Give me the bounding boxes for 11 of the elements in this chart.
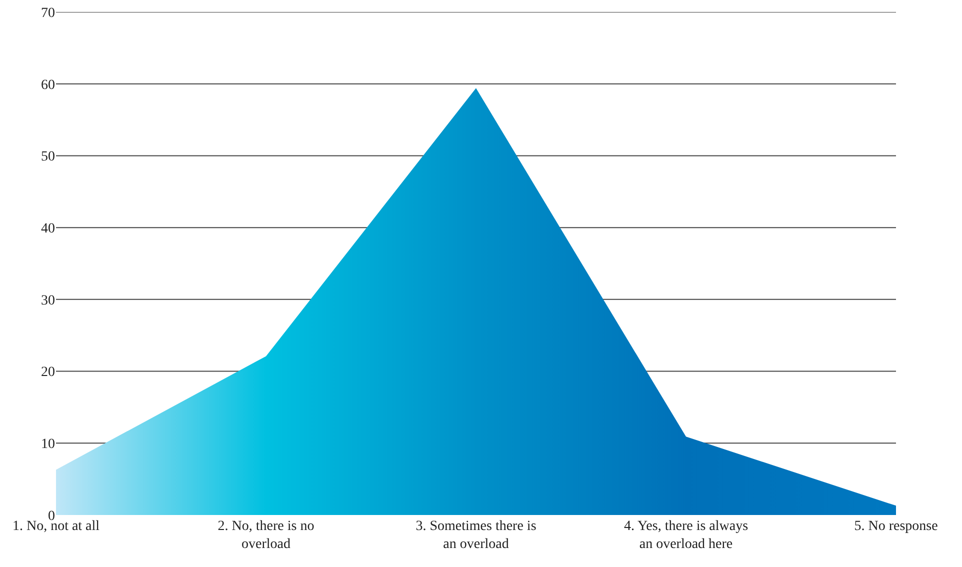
y-tick-label: 10 <box>41 437 55 452</box>
x-tick-label: 5. No response <box>854 519 938 534</box>
y-tick-label: 50 <box>41 150 55 165</box>
x-tick-label: 4. Yes, there is always an overload here <box>624 519 748 552</box>
y-tick-label: 30 <box>41 293 55 308</box>
y-tick-label: 70 <box>41 6 55 21</box>
y-tick-label: 20 <box>41 365 55 380</box>
y-tick-label: 60 <box>41 78 55 93</box>
x-tick-label: 3. Sometimes there is an overload <box>416 519 536 552</box>
y-tick-label: 40 <box>41 221 55 236</box>
x-tick-label: 2. No, there is no overload <box>218 519 314 552</box>
